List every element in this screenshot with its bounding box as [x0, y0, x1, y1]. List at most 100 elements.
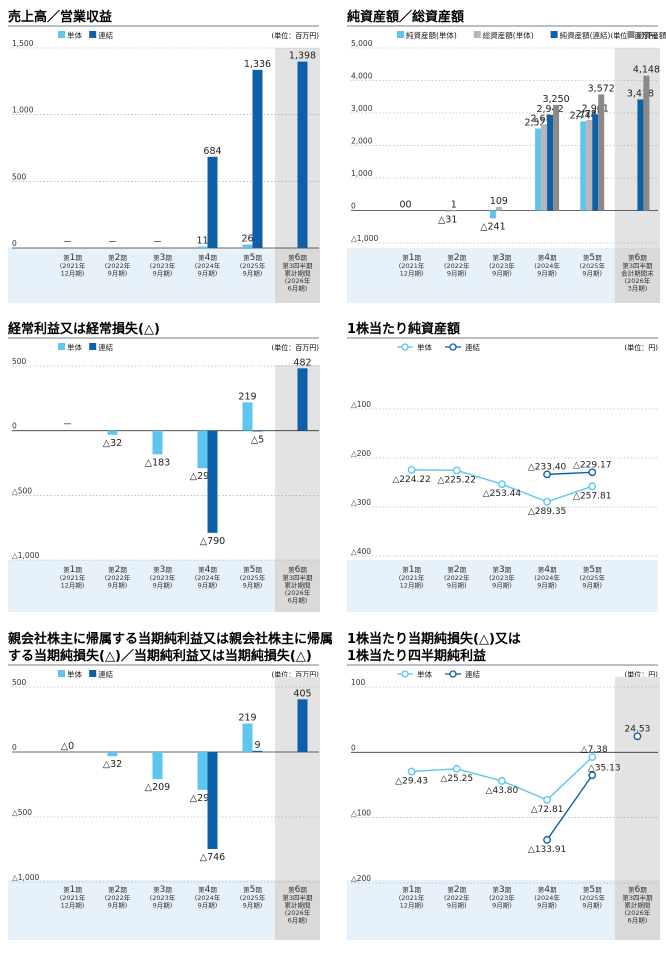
data-label: △5 [251, 434, 264, 445]
category-sublabel: (2026年 [285, 908, 311, 917]
bar [547, 114, 554, 211]
category-label: 第1期 [63, 565, 82, 575]
legend-label: 連結 [465, 669, 480, 679]
category-label: 第2期 [108, 565, 127, 575]
category-sublabel: (2025年 [240, 261, 266, 270]
y-tick-label: △200 [351, 449, 371, 458]
legend-label: 単体 [67, 342, 82, 352]
chart-c3: 経常利益又は経常損失(△) (単位：百万円) △1,000 △500 0 500 単体 連結第… [8, 321, 320, 612]
category-sublabel: 9月期) [447, 582, 467, 590]
series-line [547, 471, 593, 476]
category-band [347, 248, 658, 303]
data-label: △289.35 [528, 507, 566, 517]
data-point [588, 771, 597, 780]
bar [207, 430, 218, 533]
category-sublabel: (2022年 [444, 261, 470, 270]
category-sublabel: 累計期間 [624, 901, 650, 910]
bar [535, 128, 542, 211]
y-tick-label: 0 [351, 202, 356, 211]
y-tick-label: 1,500 [12, 39, 34, 48]
category-band [8, 880, 319, 940]
data-point [498, 777, 506, 785]
data-point [407, 767, 416, 776]
category-sublabel: (2024年 [195, 893, 221, 902]
category-sublabel: (2025年 [240, 573, 266, 582]
y-tick-label: △100 [351, 809, 371, 818]
data-label: △290 [190, 471, 215, 482]
legend-label: 純資産額(単体) [406, 30, 457, 40]
bar [586, 119, 593, 211]
bar [152, 430, 163, 455]
legend-marker [401, 343, 409, 351]
data-label: △0 [61, 741, 74, 752]
data-label: △183 [145, 457, 170, 468]
data-label: △43.80 [486, 786, 519, 796]
category-sublabel: (2022年 [105, 573, 131, 582]
data-label: 3,250 [542, 94, 569, 105]
category-sublabel: (2021年 [60, 261, 86, 270]
category-label: 第1期 [402, 565, 421, 575]
category-sublabel: (2023年 [150, 261, 176, 270]
unit-label: (単位：百万円) [272, 343, 320, 352]
unit-label: (単位：円) [625, 670, 659, 679]
legend-marker [449, 670, 457, 678]
category-label: 第3期 [153, 565, 172, 575]
category-sublabel: 累計期間 [285, 269, 311, 278]
category-sublabel: 第3四半期 [622, 261, 653, 270]
category-label: 第4期 [538, 565, 557, 575]
category-label: 第6期 [288, 565, 307, 575]
bar [598, 94, 605, 211]
y-tick-label: △500 [12, 486, 32, 495]
category-sublabel: 第3四半期 [282, 893, 313, 902]
data-label: － [63, 420, 73, 431]
data-label: △241 [480, 221, 505, 232]
category-band [347, 880, 658, 940]
category-label: 第6期 [288, 253, 307, 263]
category-sublabel: 6月期) [288, 917, 308, 925]
data-label: △29.43 [395, 777, 428, 787]
legend-swatch [89, 31, 97, 38]
data-label: 2,744 [570, 110, 597, 121]
data-label: 1,336 [244, 59, 271, 70]
category-sublabel: 累計期間 [285, 901, 311, 910]
category-sublabel: (2023年 [489, 573, 515, 582]
data-point [498, 480, 506, 489]
category-sublabel: 9月期) [582, 902, 602, 910]
category-label: 第4期 [538, 253, 557, 263]
y-tick-label: 500 [12, 357, 27, 366]
category-sublabel: (2022年 [444, 573, 470, 582]
category-label: 第3期 [153, 885, 172, 895]
data-label: 2,942 [536, 104, 563, 115]
bar [207, 156, 218, 248]
y-tick-label: △1,000 [351, 234, 378, 243]
category-label: 第2期 [447, 885, 466, 895]
data-label: △133.91 [528, 845, 566, 855]
category-label: 第3期 [493, 253, 512, 263]
data-label: 11 [196, 236, 208, 247]
data-point [633, 732, 642, 741]
bar [242, 402, 253, 431]
category-label: 第4期 [198, 565, 217, 575]
legend-swatch [58, 670, 65, 677]
category-sublabel: 第3四半期 [282, 573, 313, 582]
category-sublabel: 9月期) [243, 270, 263, 278]
category-sublabel: 6月期) [288, 285, 308, 293]
category-sublabel: 9月期) [492, 270, 512, 278]
bar [207, 752, 218, 849]
data-label: 405 [293, 688, 311, 699]
y-tick-label: △300 [351, 498, 371, 507]
data-label: 1,398 [289, 51, 316, 62]
legend-label: 総資産額(連結) [636, 30, 666, 40]
category-sublabel: (2021年 [399, 573, 425, 582]
y-tick-label: 500 [12, 678, 27, 687]
data-label: 4,148 [633, 65, 660, 76]
data-label: △746 [200, 852, 225, 863]
y-tick-label: 0 [12, 422, 17, 431]
category-label: 第1期 [402, 253, 421, 263]
category-sublabel: 12月期) [61, 582, 85, 590]
legend-label: 総資産額(単体) [483, 30, 534, 40]
y-tick-label: 0 [351, 743, 356, 752]
legend-label: 単体 [67, 669, 82, 679]
category-sublabel: (2021年 [60, 893, 86, 902]
data-label: △291 [190, 793, 215, 804]
